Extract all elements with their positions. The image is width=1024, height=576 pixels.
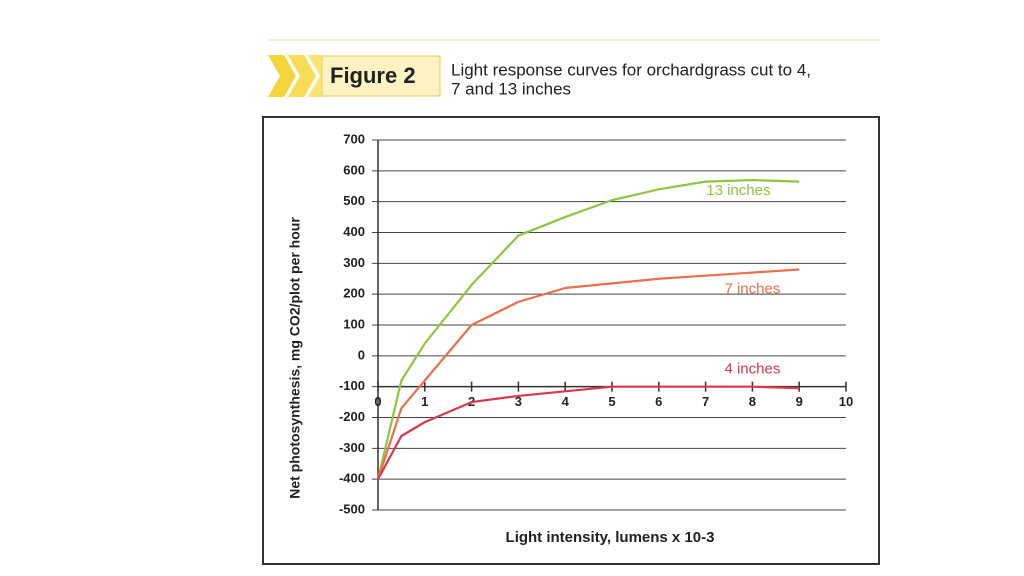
x-tick-label: 9 xyxy=(796,394,803,409)
x-tick-label: 6 xyxy=(655,394,662,409)
series-label: 13 inches xyxy=(706,182,770,199)
y-tick-label: 100 xyxy=(343,316,365,331)
series-line xyxy=(377,385,800,480)
y-tick-label: -100 xyxy=(339,378,365,393)
series-label: 7 inches xyxy=(724,281,780,298)
x-tick-label: 8 xyxy=(749,394,756,409)
series-line xyxy=(376,178,800,480)
x-tick-label: 1 xyxy=(421,394,428,409)
y-tick-label: 300 xyxy=(343,255,365,270)
figure-label-box xyxy=(321,55,441,97)
y-tick-label: -500 xyxy=(339,501,365,516)
x-tick-label: 4 xyxy=(562,394,570,409)
x-axis-label: Light intensity, lumens x 10-3 xyxy=(506,529,715,546)
y-tick-label: 700 xyxy=(343,131,365,146)
x-tick-label: 10 xyxy=(839,394,853,409)
y-tick-label: -400 xyxy=(339,471,365,486)
x-tick-label: 5 xyxy=(608,394,615,409)
caption-line: Light response curves for orchardgrass c… xyxy=(451,60,811,79)
y-tick-label: 500 xyxy=(343,193,365,208)
caption-line: 7 and 13 inches xyxy=(451,79,571,98)
y-tick-label: -200 xyxy=(339,409,365,424)
x-tick-label: 3 xyxy=(515,394,522,409)
y-tick-label: 400 xyxy=(343,224,365,239)
y-axis-label: Net photosynthesis, mg CO2/plot per hour xyxy=(287,217,303,499)
chart-frame xyxy=(262,116,880,565)
x-tick-label: 0 xyxy=(374,394,381,409)
y-tick-label: 600 xyxy=(343,162,365,177)
series-line xyxy=(376,268,800,480)
y-tick-label: 200 xyxy=(343,286,365,301)
figure-label: Figure 2 xyxy=(330,63,416,88)
y-tick-label: -300 xyxy=(339,440,365,455)
y-tick-label: 0 xyxy=(358,347,365,362)
x-tick-label: 7 xyxy=(702,394,709,409)
series-label: 4 inches xyxy=(724,361,780,378)
